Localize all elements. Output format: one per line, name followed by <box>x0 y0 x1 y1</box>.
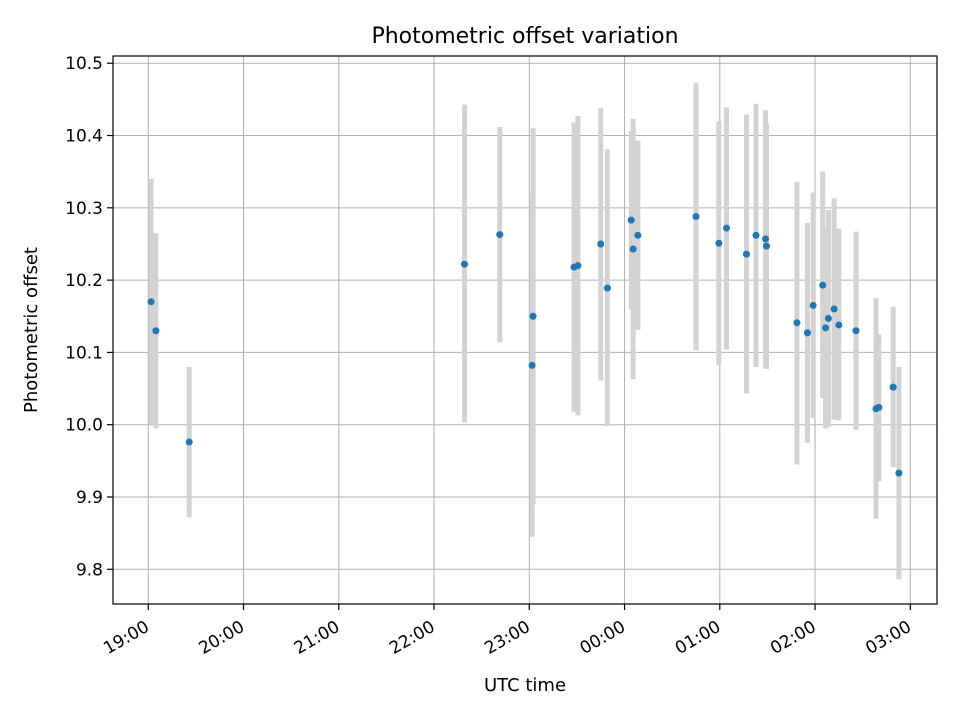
grid-lines <box>113 56 937 604</box>
data-point <box>603 284 611 292</box>
data-point <box>528 361 536 369</box>
data-point <box>742 250 750 258</box>
data-point <box>793 319 801 327</box>
y-tick-label: 9.9 <box>76 488 103 508</box>
data-point <box>819 281 827 289</box>
data-point <box>762 235 770 243</box>
data-point <box>722 224 730 232</box>
data-point <box>529 312 537 320</box>
data-points <box>147 212 903 477</box>
x-axis-label: UTC time <box>484 675 566 696</box>
y-tick-label: 9.8 <box>76 560 103 580</box>
data-point <box>496 231 504 239</box>
data-point <box>752 231 760 239</box>
data-point <box>762 242 770 250</box>
data-point <box>835 321 843 329</box>
chart-title: Photometric offset variation <box>371 24 678 49</box>
data-point <box>185 438 193 446</box>
data-point <box>809 301 817 309</box>
data-point <box>152 327 160 335</box>
data-point <box>822 324 830 332</box>
data-point <box>715 239 723 247</box>
data-point <box>830 305 838 313</box>
data-point <box>889 383 897 391</box>
data-point <box>824 314 832 322</box>
y-tick-label: 10.3 <box>65 199 103 219</box>
data-point <box>803 329 811 337</box>
data-point <box>461 260 469 268</box>
plot-area-frame <box>112 55 938 605</box>
data-point <box>875 403 883 411</box>
data-point <box>597 240 605 248</box>
data-point <box>574 262 582 270</box>
y-tick-label: 10.2 <box>65 271 103 291</box>
y-tick-label: 10.5 <box>65 54 103 74</box>
y-tick-label: 10.0 <box>65 416 103 436</box>
data-point <box>634 231 642 239</box>
y-tick-label: 10.1 <box>65 343 103 363</box>
data-point <box>852 327 860 335</box>
data-point <box>147 298 155 306</box>
y-axis-ticks: 9.8 9.9 10.0 10.1 10.2 10.3 10.4 10.5 <box>65 54 113 580</box>
y-axis-label: Photometric offset <box>21 247 42 413</box>
y-tick-label: 10.4 <box>65 127 103 147</box>
data-point <box>692 212 700 220</box>
data-point <box>629 245 637 253</box>
data-point <box>895 469 903 477</box>
data-point <box>627 216 635 224</box>
